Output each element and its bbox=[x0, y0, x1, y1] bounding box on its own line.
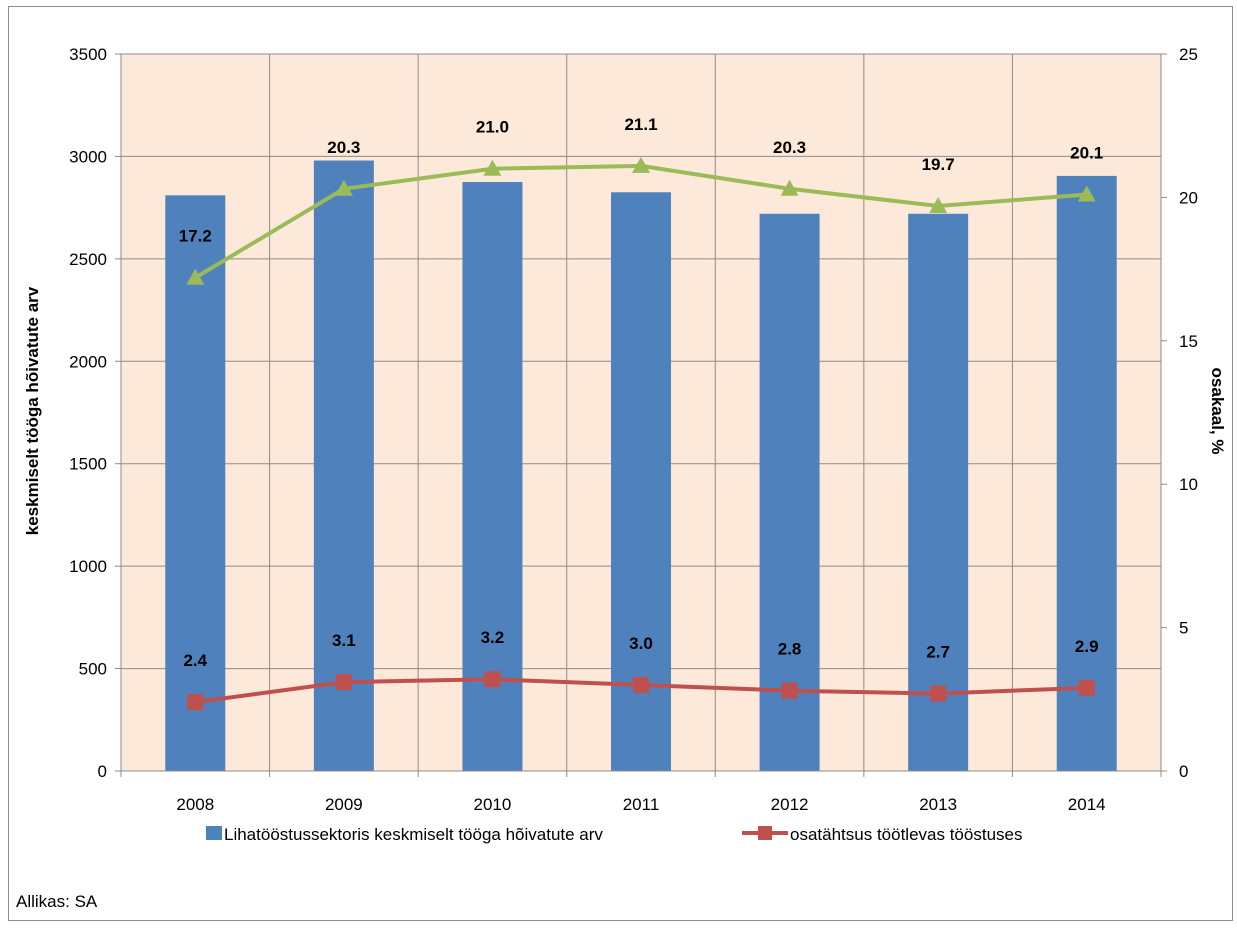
y-tick-label: 2000 bbox=[69, 352, 107, 371]
data-labels: 2.4 3.1 3.2 3.0 2.8 2.7 2.9 17.2 20.3 21.0 21.1 20.… bbox=[179, 115, 1104, 670]
square-marker-2012 bbox=[781, 682, 798, 699]
triangle-marker-2011 bbox=[632, 156, 650, 173]
triangle-data-label: 20.3 bbox=[327, 138, 360, 157]
share-data-label: 3.2 bbox=[481, 628, 505, 647]
y-tick-label: 2500 bbox=[69, 250, 107, 269]
legend-line-label: osatähtsus töötlevas tööstuses bbox=[790, 825, 1022, 844]
y-tick-label: 3500 bbox=[69, 45, 107, 64]
legend-bar-swatch bbox=[206, 826, 222, 840]
bar-2012 bbox=[759, 213, 820, 771]
x-tick-label: 2012 bbox=[771, 795, 809, 814]
share-data-label: 3.0 bbox=[629, 634, 653, 653]
legend-line-marker bbox=[758, 826, 772, 840]
triangle-data-label: 20.1 bbox=[1070, 144, 1103, 163]
triangle-marker-2008 bbox=[186, 268, 205, 285]
axes: 0 500 1000 1500 2000 2500 3000 3500 0 5 10 15 20 25 20… bbox=[69, 45, 1198, 814]
y-tick-label: 1000 bbox=[69, 557, 107, 576]
square-marker-2014 bbox=[1078, 679, 1095, 696]
share-data-label: 2.8 bbox=[778, 640, 802, 659]
line-series bbox=[186, 156, 1096, 711]
y-tick-label: 500 bbox=[79, 660, 107, 679]
y2-tick-label: 15 bbox=[1179, 332, 1198, 351]
y2-tick-label: 5 bbox=[1179, 619, 1188, 638]
legend: Lihatööstussektoris keskmiselt tööga hõi… bbox=[206, 825, 1022, 844]
x-tick-label: 2008 bbox=[176, 795, 214, 814]
y2-tick-label: 25 bbox=[1179, 45, 1198, 64]
triangle-marker-2010 bbox=[483, 159, 502, 176]
bar-2011 bbox=[611, 192, 671, 771]
bar-2013 bbox=[908, 213, 969, 771]
source-note: Allikas: SA bbox=[16, 892, 98, 911]
square-marker-2008 bbox=[187, 694, 204, 711]
square-marker-2011 bbox=[633, 676, 649, 693]
triangle-data-label: 20.3 bbox=[773, 138, 806, 157]
share-data-label: 2.4 bbox=[183, 651, 207, 670]
triangle-data-label: 19.7 bbox=[922, 155, 955, 174]
x-tick-label: 2014 bbox=[1068, 795, 1106, 814]
y2-axis-title: osakaal, % bbox=[1208, 368, 1227, 455]
x-tick-label: 2010 bbox=[474, 795, 512, 814]
triangle-marker-2013 bbox=[929, 197, 948, 214]
y2-tick-label: 0 bbox=[1179, 762, 1188, 781]
bar-2014 bbox=[1056, 175, 1117, 771]
y-tick-label: 1500 bbox=[69, 455, 107, 474]
x-tick-label: 2011 bbox=[623, 795, 660, 814]
share-data-label: 2.9 bbox=[1075, 637, 1099, 656]
share-data-label: 3.1 bbox=[332, 631, 356, 650]
y-axis-title: keskmiselt tööga hõivatute arv bbox=[23, 286, 42, 535]
triangle-data-label: 21.1 bbox=[624, 115, 657, 134]
square-marker-2010 bbox=[484, 671, 501, 688]
square-marker-2009 bbox=[335, 674, 352, 691]
bar-2008 bbox=[165, 195, 226, 771]
share-data-label: 2.7 bbox=[926, 643, 950, 662]
bar-2009 bbox=[313, 160, 374, 772]
triangle-marker-2012 bbox=[780, 179, 799, 196]
triangle-marker-2009 bbox=[334, 179, 353, 196]
legend-bar-label: Lihatööstussektoris keskmiselt tööga hõi… bbox=[224, 825, 603, 844]
triangle-data-label: 17.2 bbox=[179, 227, 212, 246]
triangle-data-label: 21.0 bbox=[476, 118, 509, 137]
x-tick-label: 2013 bbox=[919, 795, 957, 814]
square-marker-2013 bbox=[930, 685, 947, 702]
x-tick-label: 2009 bbox=[325, 795, 363, 814]
y-tick-label: 3000 bbox=[69, 147, 107, 166]
triangle-marker-2014 bbox=[1077, 185, 1096, 202]
y2-tick-label: 20 bbox=[1179, 188, 1198, 207]
y2-tick-label: 10 bbox=[1179, 475, 1198, 494]
y-tick-label: 0 bbox=[98, 762, 107, 781]
